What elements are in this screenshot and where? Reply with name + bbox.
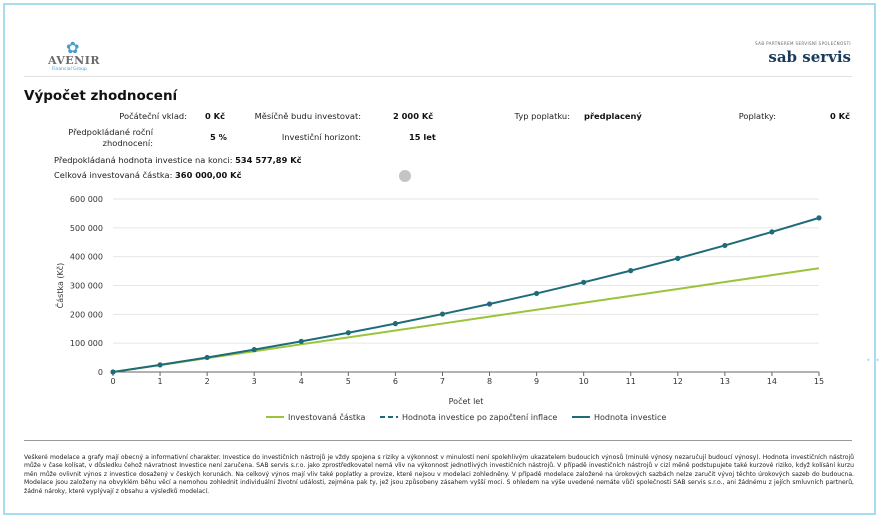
y-axis-label: Částka (Kč): [54, 263, 65, 309]
series-point: [722, 242, 728, 249]
x-tick-label: 13: [720, 377, 730, 386]
x-tick-label: 6: [393, 377, 398, 386]
header-divider: [24, 76, 852, 77]
y-tick-label: 400 000: [70, 253, 103, 262]
x-tick-label: 7: [440, 377, 445, 386]
yield-label-line2: zhodnocení:: [102, 138, 153, 148]
avenir-logo-sub: Financial Group: [52, 67, 87, 72]
series-point: [251, 347, 257, 353]
sab-logo-tagline: SAB PARTNEREM SERVISNÍ SPOLEČNOSTI: [755, 41, 851, 46]
initial-deposit-value: 0 Kč: [205, 111, 226, 121]
x-tick-label: 14: [767, 377, 777, 386]
monthly-invest-label: Měsíčně budu investovat:: [254, 111, 361, 121]
x-axis-label: Počet let: [449, 396, 484, 406]
y-tick-label: 500 000: [70, 224, 103, 233]
fees-value: 0 Kč: [830, 111, 851, 121]
horizon-value: 15 let: [409, 132, 436, 142]
x-tick-label: 1: [158, 377, 163, 386]
investment-chart: 0 100 000 200 000 300 000 400 000 500 000 600 …: [54, 195, 824, 422]
series-point: [675, 255, 681, 261]
x-tick-label: 10: [579, 377, 589, 386]
fee-type-value: předplacený: [584, 111, 642, 121]
x-tick-label: 11: [626, 377, 636, 386]
series-point: [439, 311, 446, 317]
final-value-line: Předpokládaná hodnota investice na konci…: [54, 155, 302, 166]
x-tick-label: 3: [252, 377, 257, 386]
y-tick-label: 600 000: [70, 195, 103, 204]
series-line-2: [112, 216, 820, 373]
series-point: [204, 354, 210, 361]
avenir-logo: ✿ AVENIR Financial Group: [48, 38, 108, 72]
y-tick-label: 100 000: [70, 339, 103, 348]
tree-icon: ✿: [66, 38, 80, 57]
yield-value: 5 %: [210, 132, 227, 142]
x-tick-label: 5: [346, 377, 351, 386]
series-point: [157, 362, 163, 368]
final-value-amount: 534 577,89 Kč: [235, 155, 302, 165]
report-frame: [3, 3, 876, 515]
side-handle-dots[interactable]: • •: [866, 356, 881, 365]
total-invested-label: Celková investovaná částka:: [54, 170, 173, 180]
series-point: [110, 369, 116, 375]
loading-indicator: [399, 170, 411, 182]
series-point: [298, 338, 304, 344]
x-tick-label: 2: [205, 377, 210, 386]
fee-type-label: Typ poplatku:: [514, 111, 570, 121]
disclaimer-text: Veškeré modelace a grafy mají obecný a i…: [24, 454, 854, 495]
x-tick-label: 15: [814, 377, 824, 386]
final-value-label: Předpokládaná hodnota investice na konci…: [54, 155, 233, 165]
x-tick-label: 4: [299, 377, 304, 386]
series-point: [581, 279, 587, 285]
series-point: [628, 268, 634, 274]
legend-label-2: Hodnota investice: [594, 413, 666, 422]
yield-label-line1: Předpokládané roční: [68, 127, 153, 137]
monthly-invest-value: 2 000 Kč: [393, 111, 434, 121]
series-point: [486, 301, 493, 307]
x-tick-label: 8: [487, 377, 492, 386]
page-title: Výpočet zhodnocení: [24, 88, 178, 104]
x-tick-label: 9: [534, 377, 539, 386]
series-point: [534, 290, 540, 297]
series-point: [769, 229, 775, 235]
x-tick-label: 0: [110, 377, 115, 386]
disclaimer-divider: [24, 440, 852, 441]
legend-label-1: Hodnota investice po započtení inflace: [402, 412, 557, 422]
initial-deposit-label: Počáteční vklad:: [119, 111, 187, 121]
total-invested-amount: 360 000,00 Kč: [175, 170, 242, 180]
series-point: [345, 330, 351, 336]
avenir-logo-name: AVENIR: [48, 54, 100, 67]
fees-label: Poplatky:: [738, 111, 776, 121]
x-tick-label: 12: [673, 377, 683, 386]
y-tick-label: 300 000: [70, 282, 103, 291]
series-point: [816, 215, 822, 221]
series-point: [392, 321, 398, 327]
series-line-0: [112, 267, 820, 373]
sab-logo-brand: sab servis: [768, 48, 851, 66]
sab-servis-logo: SAB PARTNEREM SERVISNÍ SPOLEČNOSTI sab s…: [755, 41, 851, 66]
y-tick-label: 0: [98, 368, 103, 377]
legend-label-0: Investovaná částka: [288, 412, 366, 422]
horizon-label: Investiční horizont:: [281, 132, 361, 142]
y-tick-label: 200 000: [70, 310, 103, 319]
total-invested-line: Celková investovaná částka: 360 000,00 K…: [54, 170, 242, 181]
